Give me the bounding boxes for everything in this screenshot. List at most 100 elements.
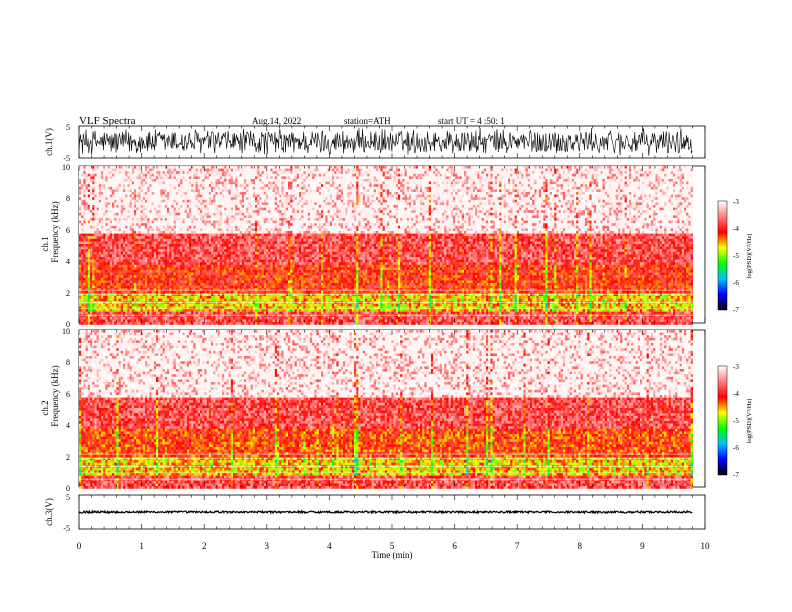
spectrogram-cell xyxy=(134,262,136,265)
spectrogram-cell xyxy=(108,184,110,187)
spectrogram-cell xyxy=(132,174,134,177)
spectrogram-cell xyxy=(108,236,110,239)
spectrogram-cell xyxy=(156,257,158,260)
spectrogram-cell xyxy=(136,234,138,237)
spectrogram-cell xyxy=(136,241,138,244)
spectrogram-cell xyxy=(123,174,125,177)
spectrogram-cell xyxy=(110,296,112,299)
spectrogram-cell xyxy=(134,239,136,242)
spectrogram-cell xyxy=(81,317,83,320)
spectrogram-cell xyxy=(132,267,134,270)
spectrogram-cell xyxy=(154,254,156,257)
spectrogram-cell xyxy=(149,197,151,200)
spectrogram-cell xyxy=(145,317,147,320)
spectrogram-cell xyxy=(158,247,160,250)
spectrogram-cell xyxy=(79,312,81,315)
spectrogram-cell xyxy=(136,299,138,302)
spectrogram-cell xyxy=(143,179,145,182)
spectrogram-cell xyxy=(99,231,101,234)
spectrogram-cell xyxy=(101,197,103,200)
spectrogram-cell xyxy=(86,249,88,252)
spectrogram-cell xyxy=(119,247,121,250)
spectrogram-cell xyxy=(99,171,101,174)
spectrogram-cell xyxy=(101,171,103,174)
spectrogram-cell xyxy=(86,265,88,268)
spectrogram-cell xyxy=(92,249,94,252)
spectrogram-cell xyxy=(156,202,158,205)
spectrogram-cell xyxy=(99,239,101,242)
spectrogram-cell xyxy=(108,286,110,289)
spectrogram-cell xyxy=(149,317,151,320)
spectrogram-cell xyxy=(86,218,88,221)
spectrogram-cell xyxy=(145,309,147,312)
spectrogram-cell xyxy=(99,228,101,231)
spectrogram-cell xyxy=(130,179,132,182)
spectrogram-cell xyxy=(136,221,138,224)
spectrogram-cell xyxy=(154,184,156,187)
spectrogram-cell xyxy=(103,262,105,265)
spectrogram-cell xyxy=(158,192,160,195)
spectrogram-cell xyxy=(149,166,151,169)
spectrogram-cell xyxy=(88,226,90,229)
spectrogram-cell xyxy=(138,317,140,320)
spectrogram-cell xyxy=(147,179,149,182)
spectrogram-cell xyxy=(116,260,118,263)
spectrogram-cell xyxy=(121,182,123,185)
spectrogram-cell xyxy=(81,309,83,312)
spectrogram-cell xyxy=(108,205,110,208)
spectrogram-cell xyxy=(108,176,110,179)
spectrogram-cell xyxy=(110,252,112,255)
spectrogram-cell xyxy=(105,280,107,283)
spectrogram-cell xyxy=(94,309,96,312)
spectrogram-cell xyxy=(123,166,125,169)
spectrogram-cell xyxy=(145,195,147,198)
spectrogram-cell xyxy=(149,267,151,270)
spectrogram-cell xyxy=(86,208,88,211)
spectrogram-cell xyxy=(132,296,134,299)
spectrogram-cell xyxy=(83,252,85,255)
spectrogram-cell xyxy=(90,286,92,289)
spectrogram-cell xyxy=(99,195,101,198)
spectrogram-cell xyxy=(86,228,88,231)
spectrogram-cell xyxy=(145,267,147,270)
spectrogram-cell xyxy=(123,247,125,250)
spectrogram-cell xyxy=(136,169,138,172)
spectrogram-cell xyxy=(156,286,158,289)
spectrogram-cell xyxy=(79,202,81,205)
spectrogram-cell xyxy=(156,166,158,169)
spectrogram-cell xyxy=(147,228,149,231)
spectrogram-cell xyxy=(149,275,151,278)
spectrogram-cell xyxy=(79,252,81,255)
spectrogram-cell xyxy=(105,244,107,247)
spectrogram-cell xyxy=(92,236,94,239)
spectrogram-cell xyxy=(94,270,96,273)
spectrogram-cell xyxy=(92,267,94,270)
spectrogram-cell xyxy=(83,314,85,317)
spectrogram-cell xyxy=(123,273,125,276)
spectrogram-cell xyxy=(99,312,101,315)
spectrogram-cell xyxy=(116,314,118,317)
spectrogram-cell xyxy=(130,231,132,234)
spectrogram-cell xyxy=(145,270,147,273)
spectrogram-cell xyxy=(127,228,129,231)
spectrogram-cell xyxy=(145,257,147,260)
spectrogram-cell xyxy=(152,221,154,224)
spectrogram-cell xyxy=(152,273,154,276)
spectrogram-cell xyxy=(105,205,107,208)
spectrogram-cell xyxy=(154,275,156,278)
spectrogram-cell xyxy=(116,275,118,278)
spectrogram-cell xyxy=(105,275,107,278)
spectrogram-cell xyxy=(147,231,149,234)
spectrogram-cell xyxy=(101,309,103,312)
spectrogram-cell xyxy=(156,322,158,325)
spectrogram-cell xyxy=(147,265,149,268)
spectrogram-cell xyxy=(90,202,92,205)
spectrogram-cell xyxy=(145,260,147,263)
spectrogram-cell xyxy=(110,234,112,237)
spectrogram-cell xyxy=(114,239,116,242)
spectrogram-cell xyxy=(101,280,103,283)
spectrogram-cell xyxy=(81,174,83,177)
spectrogram-cell xyxy=(119,176,121,179)
spectrogram-cell xyxy=(116,213,118,216)
spectrogram-cell xyxy=(94,176,96,179)
